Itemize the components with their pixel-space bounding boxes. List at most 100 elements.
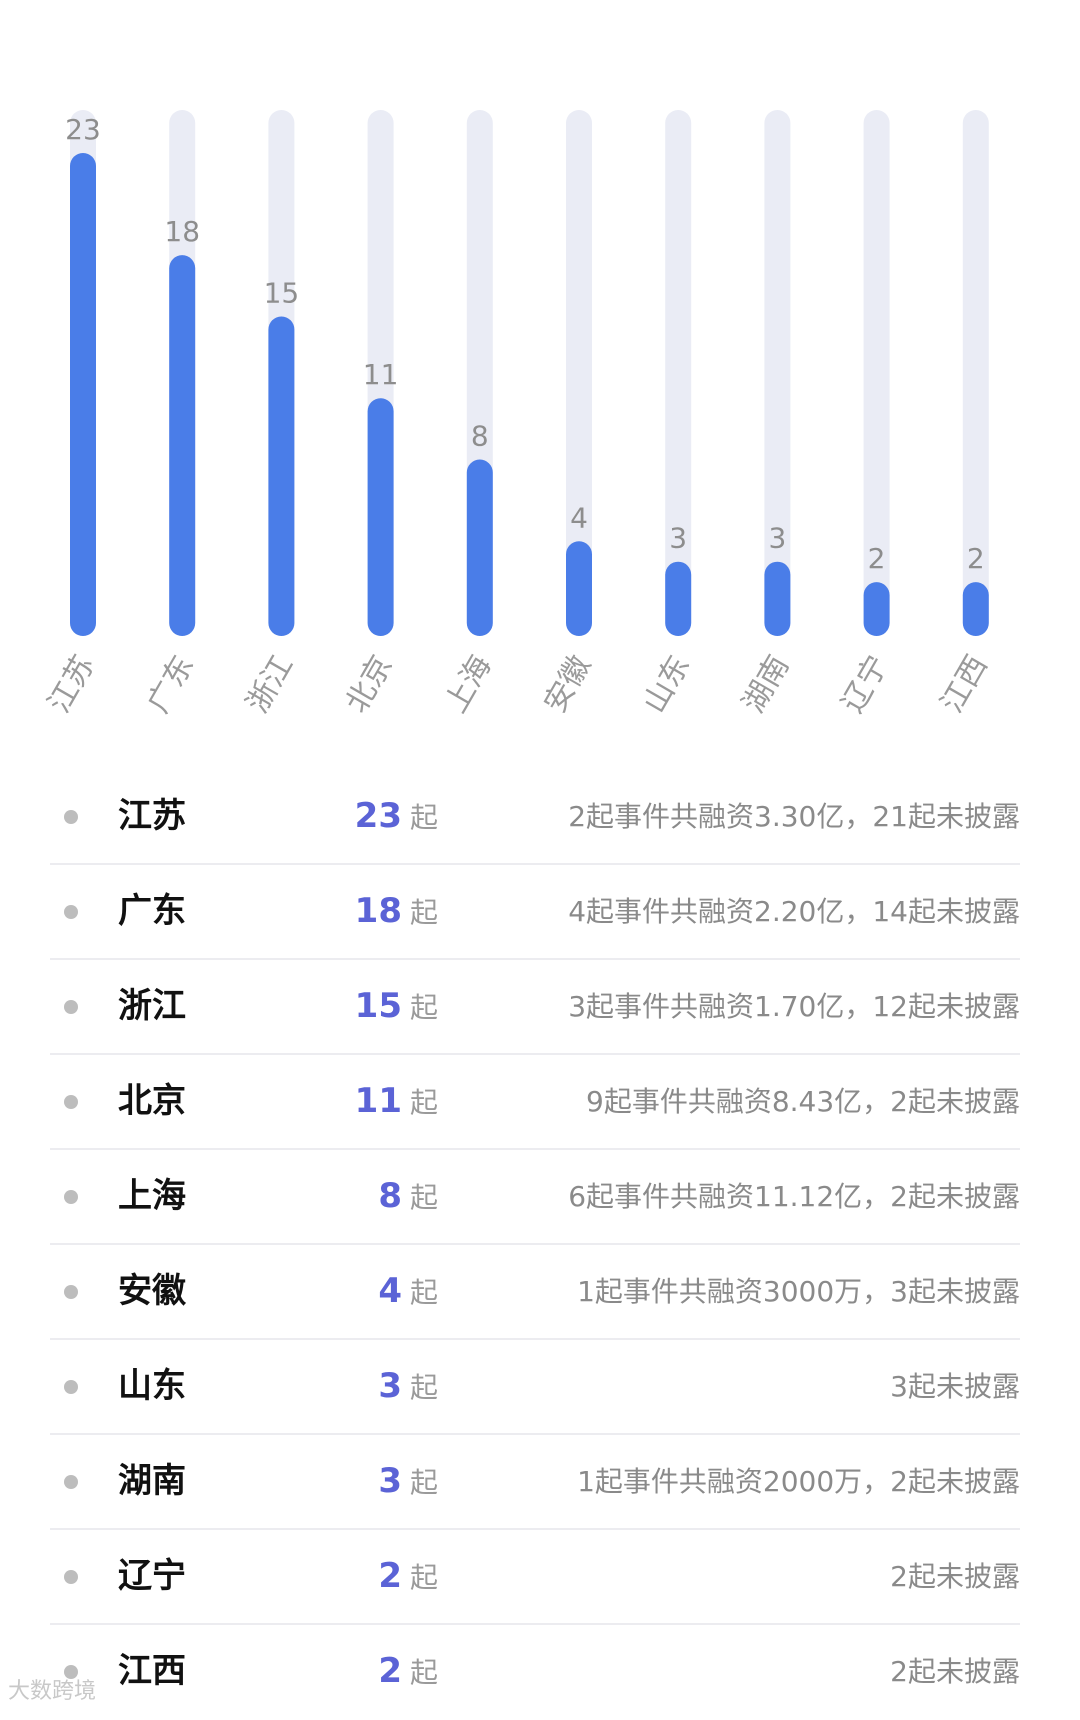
province-name: 广东 <box>118 891 186 931</box>
data-label: 4 <box>570 501 588 534</box>
list-item: 浙江 15 起 3起事件共融资1.70亿，12起未披露 <box>50 960 1020 1055</box>
data-label: 2 <box>967 542 985 575</box>
data-label: 2 <box>868 542 886 575</box>
count-value: 2 <box>378 1651 402 1691</box>
category-label: 上海 <box>438 650 498 719</box>
bar-track <box>962 110 989 636</box>
count-unit: 起 <box>409 991 438 1024</box>
count-unit: 起 <box>409 1466 438 1499</box>
province-name: 安徽 <box>118 1271 186 1311</box>
category-label: 安徽 <box>538 650 598 719</box>
province-name: 山东 <box>118 1366 186 1406</box>
count-unit: 起 <box>409 1656 438 1689</box>
event-count: 23 起 <box>355 794 438 844</box>
count-unit: 起 <box>409 1181 438 1214</box>
province-name: 辽宁 <box>118 1556 186 1596</box>
category-label: 辽宁 <box>835 650 895 719</box>
event-count: 18 起 <box>355 889 438 939</box>
watermark-logo: 大数跨境 <box>8 1679 97 1704</box>
category-label: 江西 <box>934 650 994 719</box>
category-label: 湖南 <box>736 650 796 719</box>
bullet-dot <box>64 1570 78 1584</box>
financing-description: 2起未披露 <box>890 1560 1020 1593</box>
bullet-dot <box>64 1190 78 1204</box>
province-name: 江苏 <box>118 796 186 836</box>
category-label: 江苏 <box>42 650 102 719</box>
data-label: 15 <box>264 276 300 309</box>
bullet-dot <box>64 810 78 824</box>
bullet-dot <box>64 1095 78 1109</box>
count-value: 18 <box>354 891 402 931</box>
bar-track <box>566 110 592 636</box>
count-unit: 起 <box>409 1086 438 1119</box>
bullet-dot <box>64 1380 78 1394</box>
category-label: 浙江 <box>240 650 300 719</box>
financing-description: 1起事件共融资3000万，3起未披露 <box>577 1275 1020 1308</box>
event-count: 11 起 <box>355 1079 438 1129</box>
count-unit: 起 <box>409 801 438 834</box>
bar-chart: 23 江苏 18 广东 15 浙江 11 北京 8 上海 4 安徽 3 山东 3 湖南 2 辽宁 2 江西 <box>42 110 995 719</box>
count-unit: 起 <box>409 1276 438 1309</box>
list-item: 北京 11 起 9起事件共融资8.43亿，2起未披露 <box>50 1055 1020 1150</box>
bar <box>764 561 791 636</box>
bullet-dot <box>64 1475 78 1489</box>
bullet-dot <box>64 1285 78 1299</box>
financing-description: 6起事件共融资11.12亿，2起未披露 <box>568 1180 1020 1213</box>
financing-description: 3起未披露 <box>890 1370 1020 1403</box>
financing-description: 2起未披露 <box>890 1655 1020 1688</box>
data-label: 3 <box>669 522 687 555</box>
province-name: 湖南 <box>118 1461 186 1501</box>
count-value: 3 <box>378 1461 402 1501</box>
bar-track <box>863 110 890 636</box>
data-label: 11 <box>363 358 399 391</box>
financing-description: 3起事件共融资1.70亿，12起未披露 <box>568 990 1020 1023</box>
data-label: 8 <box>471 420 489 453</box>
province-name: 浙江 <box>118 986 186 1026</box>
bar <box>367 398 394 636</box>
count-unit: 起 <box>409 1561 438 1594</box>
count-value: 11 <box>354 1081 402 1121</box>
bullet-dot <box>64 1665 78 1679</box>
province-list: 江苏 23 起 2起事件共融资3.30亿，21起未披露 广东 18 起 4起事件共融… <box>50 770 1020 1720</box>
bullet-dot <box>64 905 78 919</box>
category-label: 北京 <box>339 650 399 719</box>
count-unit: 起 <box>409 1371 438 1404</box>
category-label: 广东 <box>141 650 201 719</box>
bar <box>566 541 592 636</box>
bar <box>466 459 493 636</box>
count-value: 23 <box>354 796 402 836</box>
data-label: 3 <box>768 522 786 555</box>
count-unit: 起 <box>409 896 438 929</box>
bar <box>169 255 196 636</box>
data-label: 23 <box>65 113 101 146</box>
bar-track <box>665 110 692 636</box>
count-value: 4 <box>378 1271 402 1311</box>
count-value: 3 <box>378 1366 402 1406</box>
province-name: 江西 <box>118 1651 186 1691</box>
province-name: 北京 <box>118 1081 186 1121</box>
financing-description: 9起事件共融资8.43亿，2起未披露 <box>586 1085 1020 1118</box>
event-count: 15 起 <box>355 984 438 1034</box>
bullet-dot <box>64 1000 78 1014</box>
bar <box>665 561 692 636</box>
list-item: 江苏 23 起 2起事件共融资3.30亿，21起未披露 <box>50 770 1020 865</box>
province-name: 上海 <box>118 1176 186 1216</box>
bar <box>863 582 890 636</box>
count-value: 8 <box>378 1176 402 1216</box>
bar <box>268 316 295 636</box>
count-value: 2 <box>378 1556 402 1596</box>
financing-description: 1起事件共融资2000万，2起未披露 <box>577 1465 1020 1498</box>
data-label: 18 <box>164 215 200 248</box>
